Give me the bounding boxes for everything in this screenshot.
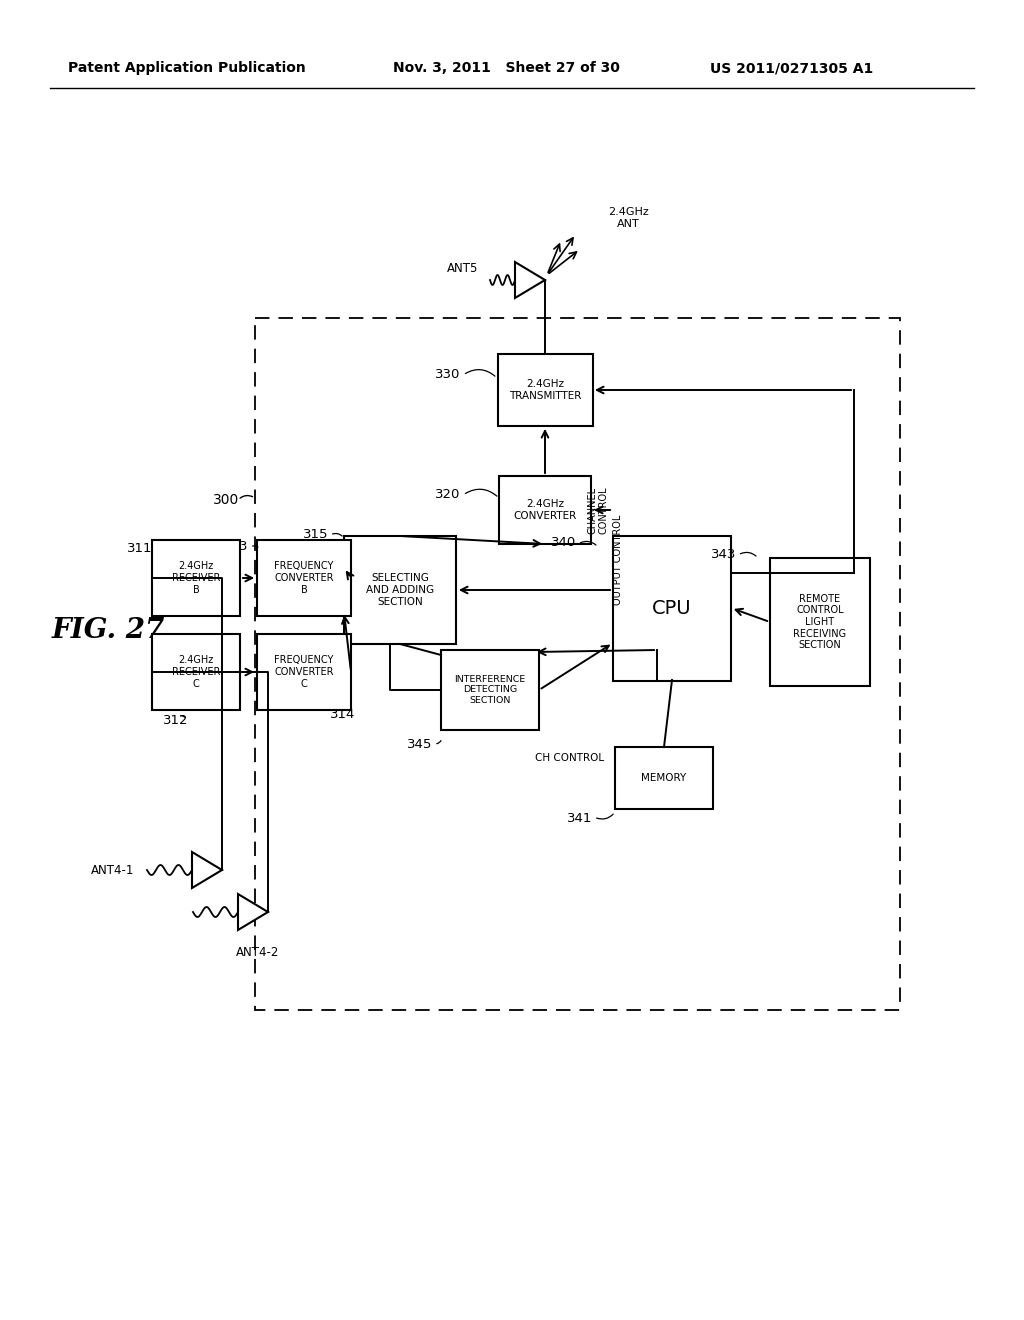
Text: 341: 341 (566, 812, 592, 825)
Text: MEMORY: MEMORY (641, 774, 687, 783)
Bar (613, 536, 731, 681)
Bar (152, 634, 240, 710)
Text: 320: 320 (434, 487, 460, 500)
Text: CHANNEL
CONTROL: CHANNEL CONTROL (587, 486, 609, 533)
Text: 315: 315 (302, 528, 328, 540)
Polygon shape (238, 894, 268, 931)
Bar (255, 318, 900, 1010)
Text: Patent Application Publication: Patent Application Publication (68, 61, 306, 75)
Text: 2.4GHz
ANT: 2.4GHz ANT (608, 207, 649, 228)
Text: 2.4GHz
TRANSMITTER: 2.4GHz TRANSMITTER (509, 379, 582, 401)
Bar (344, 536, 456, 644)
Text: ANT4-2: ANT4-2 (237, 946, 280, 960)
Bar (441, 649, 539, 730)
Bar (770, 558, 870, 686)
Text: 2.4GHz
RECEIVER
B: 2.4GHz RECEIVER B (172, 561, 220, 594)
Text: US 2011/0271305 A1: US 2011/0271305 A1 (710, 61, 873, 75)
Text: SELECTING
AND ADDING
SECTION: SELECTING AND ADDING SECTION (366, 573, 434, 607)
Text: 311: 311 (127, 541, 152, 554)
Bar (257, 634, 351, 710)
Bar (257, 540, 351, 616)
Text: INTERFERENCE
DETECTING
SECTION: INTERFERENCE DETECTING SECTION (455, 675, 525, 705)
Text: FREQUENCY
CONVERTER
B: FREQUENCY CONVERTER B (274, 561, 334, 594)
Text: 343: 343 (711, 548, 736, 561)
Text: 2.4GHz
RECEIVER
C: 2.4GHz RECEIVER C (172, 656, 220, 689)
Text: Nov. 3, 2011   Sheet 27 of 30: Nov. 3, 2011 Sheet 27 of 30 (393, 61, 620, 75)
Text: 330: 330 (434, 367, 460, 380)
Text: CPU: CPU (652, 598, 692, 618)
Text: FIG. 27: FIG. 27 (51, 616, 165, 644)
Text: 340: 340 (551, 536, 575, 549)
Text: 312: 312 (163, 714, 188, 726)
Bar (152, 540, 240, 616)
Text: CH CONTROL: CH CONTROL (536, 752, 604, 763)
Text: 300: 300 (213, 492, 240, 507)
Polygon shape (193, 851, 222, 888)
Text: 313: 313 (222, 540, 248, 553)
Text: OUTPUT CONTROL: OUTPUT CONTROL (613, 515, 623, 605)
Text: 314: 314 (330, 708, 355, 721)
Text: ANT5: ANT5 (446, 261, 478, 275)
Text: FREQUENCY
CONVERTER
C: FREQUENCY CONVERTER C (274, 656, 334, 689)
Bar (499, 477, 591, 544)
Polygon shape (515, 261, 545, 298)
Text: ANT4-1: ANT4-1 (91, 863, 134, 876)
Bar (615, 747, 713, 809)
Text: 2.4GHz
CONVERTER: 2.4GHz CONVERTER (513, 499, 577, 521)
Bar (498, 354, 593, 426)
Text: REMOTE
CONTROL
LIGHT
RECEIVING
SECTION: REMOTE CONTROL LIGHT RECEIVING SECTION (794, 594, 847, 651)
Text: 345: 345 (407, 738, 432, 751)
